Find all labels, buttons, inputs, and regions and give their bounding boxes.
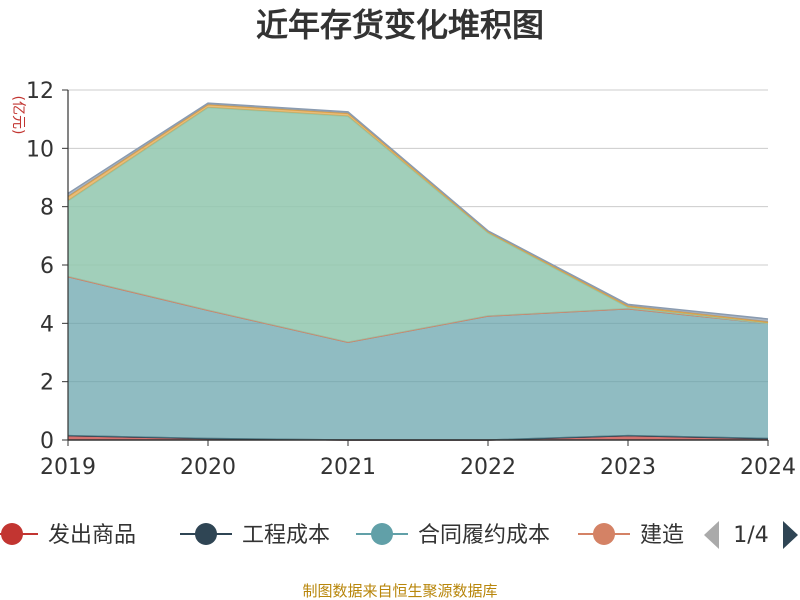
axes: 0 2 4 6 8 10 12 2019 2020 2021 2022 2023 2024 [26,79,796,480]
y-axis-unit: (亿元) [10,96,26,135]
legend-marker-icon [371,523,393,545]
legend-label: 发出商品 [48,523,136,548]
area-5 [68,107,768,343]
legend-next-arrow-icon[interactable] [783,521,798,549]
legend-marker-icon [1,523,23,545]
legend-label: 合同履约成本 [418,523,550,548]
y-tick-label: 6 [40,254,54,279]
x-tick-label: 2024 [740,455,796,480]
legend-item[interactable]: 建造 [578,523,684,548]
data-source-note: 制图数据来自恒生聚源数据库 [302,582,497,600]
legend-label: 工程成本 [242,523,330,548]
y-tick-label: 10 [26,137,54,162]
x-tick-label: 2019 [40,455,96,480]
y-tick-label: 12 [26,79,54,104]
legend-prev-arrow-icon[interactable] [704,521,719,549]
x-tick-label: 2022 [460,455,516,480]
area-series [67,102,769,441]
legend-marker-icon [195,523,217,545]
legend-pager[interactable]: 1/4 [704,521,798,549]
legend-marker-icon [593,523,615,545]
x-tick-label: 2021 [320,455,376,480]
y-tick-label: 2 [40,371,54,396]
legend-items: 发出商品 工程成本 合同履约成本 建造 [0,523,684,548]
chart-title: 近年存货变化堆积图 [256,6,544,44]
x-tick-label: 2023 [600,455,656,480]
x-tick-label: 2020 [180,455,236,480]
legend-item[interactable]: 工程成本 [180,523,330,548]
y-tick-label: 0 [40,429,54,454]
area-3 [68,276,768,440]
legend-page-indicator: 1/4 [733,523,768,548]
legend[interactable]: 发出商品 工程成本 合同履约成本 建造 [0,523,684,548]
y-tick-label: 8 [40,196,54,221]
legend-item[interactable]: 合同履约成本 [356,523,550,548]
legend-label: 建造 [640,523,684,548]
legend-item[interactable]: 发出商品 [0,523,136,548]
series-line-7 [67,102,769,320]
y-tick-label: 4 [40,312,54,337]
